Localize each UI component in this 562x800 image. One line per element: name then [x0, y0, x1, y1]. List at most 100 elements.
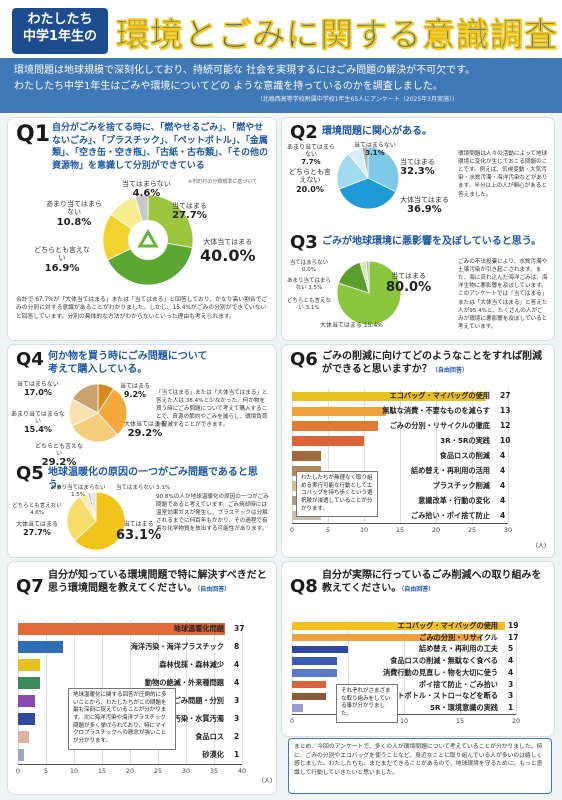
q7-tick-label: 20 [125, 767, 135, 775]
q2-label-3: あまり当てはまらない 7.7% [286, 144, 336, 167]
q2-label-1-name: 大体当てはまる [400, 196, 449, 204]
q4-slice-4 [72, 383, 99, 414]
q7-axis [18, 764, 242, 765]
q1-label-1: 大体当てはまる 40.0% [200, 238, 256, 266]
badge-line2: 中学1年生の [22, 28, 98, 44]
q5-label-2-name: どちらとも言えない [12, 503, 62, 509]
q4-val-1: 29.2% [127, 428, 163, 440]
q4-label-4: 当てはまらない 17.0% [10, 381, 66, 398]
header-banner: わたしたち 中学1年生の 環境とごみに関する意識調査 環境問題は地球規模で深刻化… [0, 0, 562, 115]
q2-slice-4 [361, 146, 369, 179]
q7-tick-label: 35 [209, 767, 219, 775]
q7-axis-unit: （人） [258, 778, 277, 785]
q5-slice-1 [66, 496, 97, 542]
q6-bar [292, 406, 386, 417]
q4-slice-2 [71, 412, 118, 443]
q7-bar-value: 4 [234, 660, 240, 669]
page-title: 環境とごみに関する意識調査 [116, 15, 558, 55]
q8-note: それぞれがさまざまな取り組みをしている事が分かりました。 [336, 684, 398, 723]
q8-bar-value: 17 [508, 632, 519, 642]
q4-pie [68, 383, 128, 443]
q3-label-3-name: あまり当てはまらない [287, 278, 331, 291]
q6-number: Q6 [290, 349, 318, 370]
q8-bar [292, 633, 483, 642]
q2-val-1: 36.9% [407, 204, 442, 216]
q6-bar-value: 13 [500, 406, 511, 416]
q4-label-2-name: どちらとも言えない [34, 443, 83, 458]
q7-tick-label: 15 [97, 767, 107, 775]
q2-val-4: 3.1% [365, 149, 385, 158]
q2-label-3-name: あまり当てはまらない [287, 144, 335, 159]
q3-label-1: 大体当てはまる 15.4% [320, 322, 383, 329]
q7-bar-label: 海洋汚染・海洋プラスチック [130, 642, 224, 651]
q8-bar-value: 4 [508, 656, 514, 666]
q7-tick-label: 40 [237, 767, 247, 775]
q4-title: 何か物を買う時にごみ問題について考えて購入している。 [48, 351, 208, 375]
intro-line1: 環境問題は地球規模で深刻化しており、持続可能な 社会を実現するにはごみ問題の解決… [14, 65, 476, 76]
q7-bar-value: 3 [234, 714, 240, 723]
q7-bar [18, 641, 63, 653]
q1-label-4-name: 当てはまらない [122, 180, 171, 188]
q8-tick-label: 20 [511, 717, 521, 725]
q6-bar-value: 4 [500, 495, 506, 505]
q5-title: 地球温暖化の原因の一つがごみ問題であると思う。 [48, 467, 258, 491]
q5-pie [66, 491, 126, 551]
q2-label-2: どちらとも言えない 20.0% [288, 168, 332, 194]
q7-bar [18, 731, 30, 743]
q8-tick-label: 15 [455, 717, 465, 725]
q7-note: 地球温暖化に関する回答が圧倒的に多いことから、わたしたちがこの問題を最も深刻に捉… [68, 688, 176, 750]
q5-slice-4 [89, 491, 97, 522]
q6-gridline [508, 389, 509, 523]
q6-bar-label: 無駄な消費・不要なものを減らす [382, 406, 490, 416]
q7-bar-value: 8 [234, 642, 240, 651]
q4-card: Q4 何か物を買う時にごみ問題について考えて購入している。 当てはまる 9.2% … [8, 345, 276, 557]
q8-title: 自分が実際に行っているごみ削減への取り組みを教えてください。（自由回答） [322, 570, 548, 595]
q2-number: Q2 [290, 122, 318, 143]
q6-note: わたしたちが無理なく取り組める実行可能な行動としてエコバッグを持ち歩くという選択… [296, 471, 378, 518]
q2-label-2-name: どちらとも言えない [289, 168, 331, 185]
q8-gridline [516, 620, 517, 714]
q4-label-2: どちらとも言えない 29.2% [34, 443, 84, 469]
q7-bar-value: 2 [234, 732, 240, 741]
q1-slice-1 [107, 239, 193, 286]
q2-label-4: 当てはまらない 3.1% [354, 142, 396, 158]
q3-title: ごみが地球環境に悪影響を及ぼしていると思う。 [322, 236, 542, 247]
q8-bar-label: 食品ロスの削減・無駄なく食べる [390, 656, 498, 666]
q7-gridline [242, 620, 243, 764]
summary-box: まとめ／今回のアンケートで、多くの人が環境問題について考えていることが分かりまし… [288, 738, 552, 794]
q6-bar-value: 12 [500, 421, 511, 431]
q1-number: Q1 [16, 122, 51, 147]
q1-label-3: あまり当てはまらない 10.8% [44, 200, 104, 229]
q5-label-0-name: 当てはまる [123, 521, 154, 528]
badge-line1: わたしたち [27, 12, 93, 27]
q3-label-4-name: 当てはまらない [289, 260, 329, 266]
q1-val-3: 10.8% [56, 216, 92, 228]
q3-label-2: どちらとも言えない 3.1% [286, 298, 332, 311]
q6-axis [292, 523, 508, 524]
header-badge: わたしたち 中学1年生の [12, 8, 108, 54]
q1-small-note: ※市町村の分類規準に基づいて [188, 179, 258, 185]
q5-label-4: 当てはまらない 3.1% [116, 485, 170, 492]
q8-bar [292, 645, 348, 654]
q5-label-3: あまり当てはまらない 1.5% [48, 485, 108, 498]
q6-bar-label: 3R・5Rの実践 [440, 436, 490, 446]
q4-slice-1 [97, 388, 128, 436]
q6-gridline [400, 389, 401, 523]
q8-tick-label: 10 [399, 717, 409, 725]
q8-bar [292, 657, 337, 665]
q8-bar-value: 3 [508, 691, 514, 701]
q7-card: Q7 自分が知っている環境問題で特に解決すべきだと思う環境問題を教えてください。… [8, 562, 276, 794]
q6-tick-label: 20 [431, 526, 441, 534]
q6-bar-value: 4 [500, 451, 506, 460]
q6-tick-label: 0 [289, 526, 295, 534]
q4-label-1-name: 大体当てはまる [124, 421, 166, 428]
q8-bar [292, 692, 326, 701]
q6-title-text: ごみの削減に向けてどのようなことをすれば削減ができると思いますか？ [322, 351, 542, 375]
q6-bar-value: 27 [500, 391, 511, 401]
q4-val-3: 15.4% [24, 425, 52, 435]
q8-bar-label: ペットボトル・ストローなどを断る [382, 691, 498, 701]
q7-bar-label: 地球温暖化問題 [173, 624, 224, 633]
q8-gridline [348, 620, 349, 714]
q6-bar-label: エコバッグ・マイバッグの使用 [389, 391, 490, 401]
q7-tag: （自由回答） [197, 585, 231, 593]
